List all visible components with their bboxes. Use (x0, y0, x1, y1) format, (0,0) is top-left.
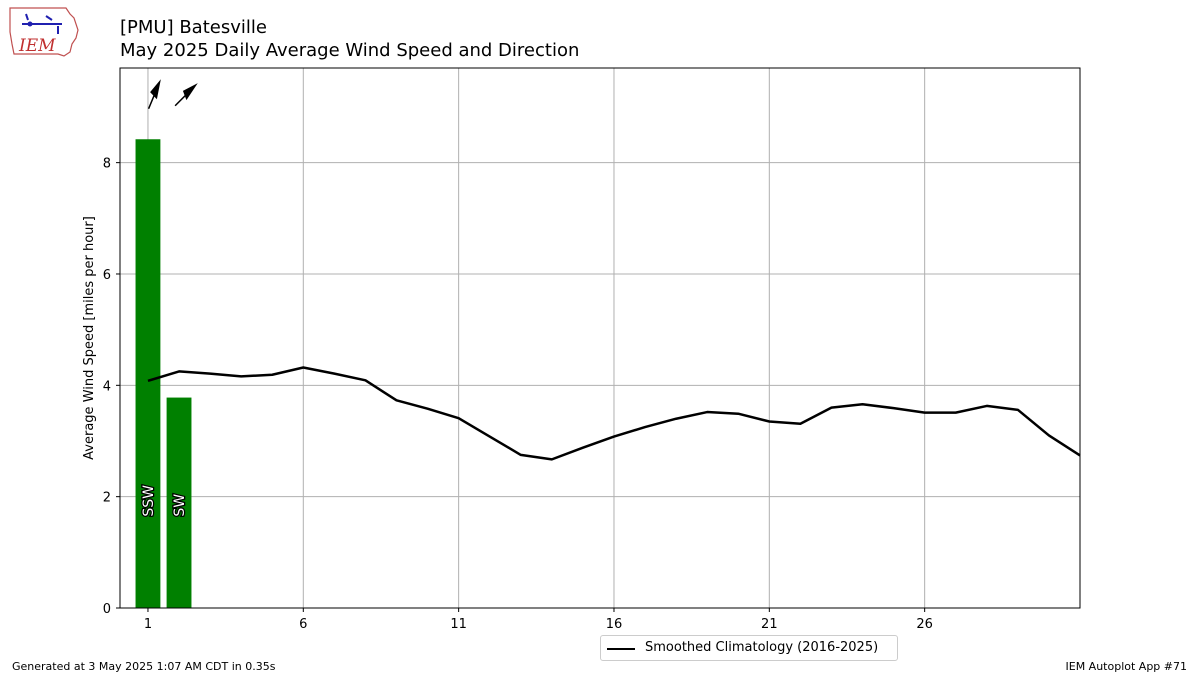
direction-label-day-1: SSW (141, 485, 157, 517)
generated-timestamp: Generated at 3 May 2025 1:07 AM CDT in 0… (12, 660, 276, 673)
x-tick-label: 6 (299, 617, 307, 632)
x-tick-label: 11 (450, 617, 467, 632)
y-axis-ticks: 0 2 4 6 8 (103, 157, 120, 617)
bar-day-1 (135, 139, 161, 608)
chart-title: [PMU] Batesville (120, 17, 267, 38)
plot-frame (119, 67, 1081, 609)
climatology-series (147, 366, 1081, 461)
direction-labels-group: SSW SW (140, 484, 190, 518)
x-tick-label: 26 (916, 617, 933, 632)
arrow-head (182, 83, 198, 101)
bar-day-2 (166, 397, 192, 608)
y-tick-label: 4 (103, 379, 111, 394)
y-tick-label: 2 (103, 491, 111, 506)
x-axis-ticks: 1 6 11 16 21 26 (144, 608, 933, 632)
direction-label-day-2: SW (172, 494, 188, 517)
iowa-outline-icon (9, 7, 79, 57)
y-axis-label: Average Wind Speed [miles per hour] (82, 216, 97, 460)
y-tick-label: 8 (103, 157, 111, 172)
app-credit: IEM Autoplot App #71 (1065, 660, 1188, 673)
x-tick-label: 16 (606, 617, 623, 632)
bars-group (135, 139, 192, 608)
chart-subtitle: May 2025 Daily Average Wind Speed and Di… (120, 40, 580, 61)
weather-symbol-icon (22, 13, 62, 34)
iem-logo: IEM (6, 4, 82, 60)
x-tick-label: 21 (761, 617, 778, 632)
legend-label: Smoothed Climatology (2016-2025) (645, 640, 879, 655)
y-tick-label: 6 (103, 268, 111, 283)
y-tick-label: 0 (103, 602, 111, 617)
legend: Smoothed Climatology (2016-2025) (600, 635, 898, 661)
logo-text: IEM (18, 36, 56, 56)
arrow-head (150, 79, 161, 100)
x-tick-label: 1 (144, 617, 152, 632)
wind-arrow-day-2 (174, 83, 198, 107)
legend-line-swatch (607, 648, 635, 650)
climatology-line (147, 366, 1081, 461)
wind-arrow-day-1 (147, 79, 161, 110)
wind-arrows-group (147, 79, 198, 110)
grid-lines (120, 68, 1080, 609)
